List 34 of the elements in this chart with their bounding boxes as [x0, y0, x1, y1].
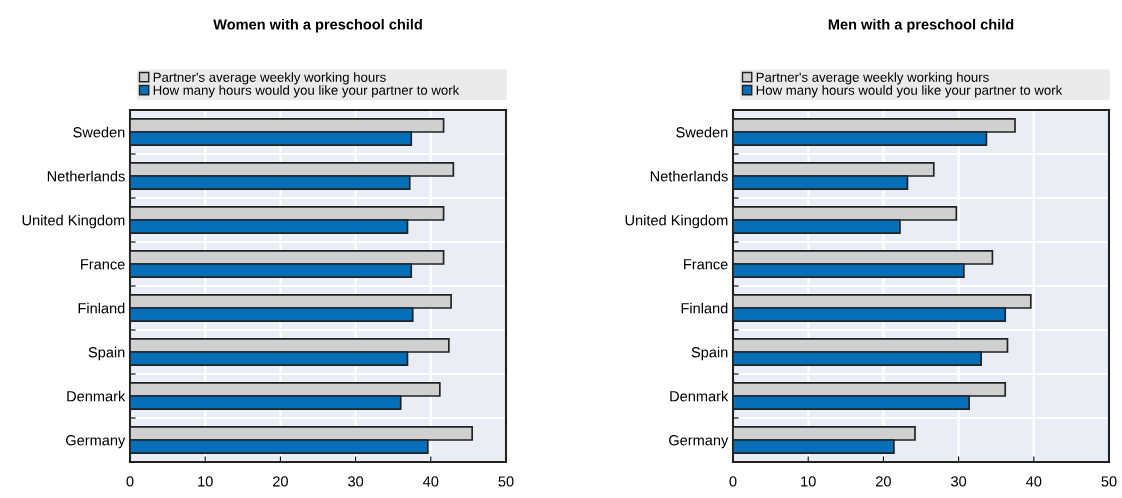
y-tick-label: Denmark — [67, 390, 126, 402]
x-tick-label: 20 — [876, 476, 891, 487]
x-tick-label: 10 — [198, 476, 213, 487]
y-tick-label: Netherlands — [650, 170, 728, 182]
y-tick-label: Finland — [681, 302, 728, 314]
x-tick-label: 10 — [801, 476, 816, 487]
legend-label: How many hours would you like your partner to work — [756, 85, 1063, 98]
y-tick-label: Sweden — [676, 126, 728, 138]
x-tick-label: 30 — [348, 476, 364, 487]
x-tick-label: 50 — [1101, 476, 1117, 487]
y-tick-label: Spain — [88, 346, 125, 361]
x-tick-label: 50 — [498, 476, 514, 487]
x-tick-label: 0 — [126, 476, 134, 487]
y-tick-label: Germany — [669, 435, 729, 449]
y-tick-label: Netherlands — [47, 170, 125, 182]
y-tick-label: Germany — [66, 435, 126, 449]
y-tick-label: United Kingdom — [22, 214, 125, 229]
legend-label: How many hours would you like your partner to work — [153, 85, 460, 98]
chart-title: Men with a preschool child — [828, 18, 1014, 33]
y-tick-label: Spain — [691, 346, 728, 361]
y-tick-label: France — [81, 259, 125, 270]
y-tick-label: France — [684, 259, 728, 270]
x-tick-label: 40 — [423, 476, 439, 487]
x-tick-label: 0 — [729, 476, 737, 487]
chart-title: Women with a preschool child — [213, 18, 422, 33]
y-tick-label: Sweden — [73, 126, 125, 138]
y-tick-label: United Kingdom — [625, 214, 728, 229]
x-tick-label: 40 — [1026, 476, 1042, 487]
x-tick-label: 20 — [273, 476, 288, 487]
x-tick-label: 30 — [951, 476, 967, 487]
legend-label: Partner's average weekly working hours — [756, 72, 989, 85]
y-tick-label: Finland — [78, 302, 125, 314]
legend-label: Partner's average weekly working hours — [153, 72, 386, 85]
y-tick-label: Denmark — [670, 390, 729, 402]
